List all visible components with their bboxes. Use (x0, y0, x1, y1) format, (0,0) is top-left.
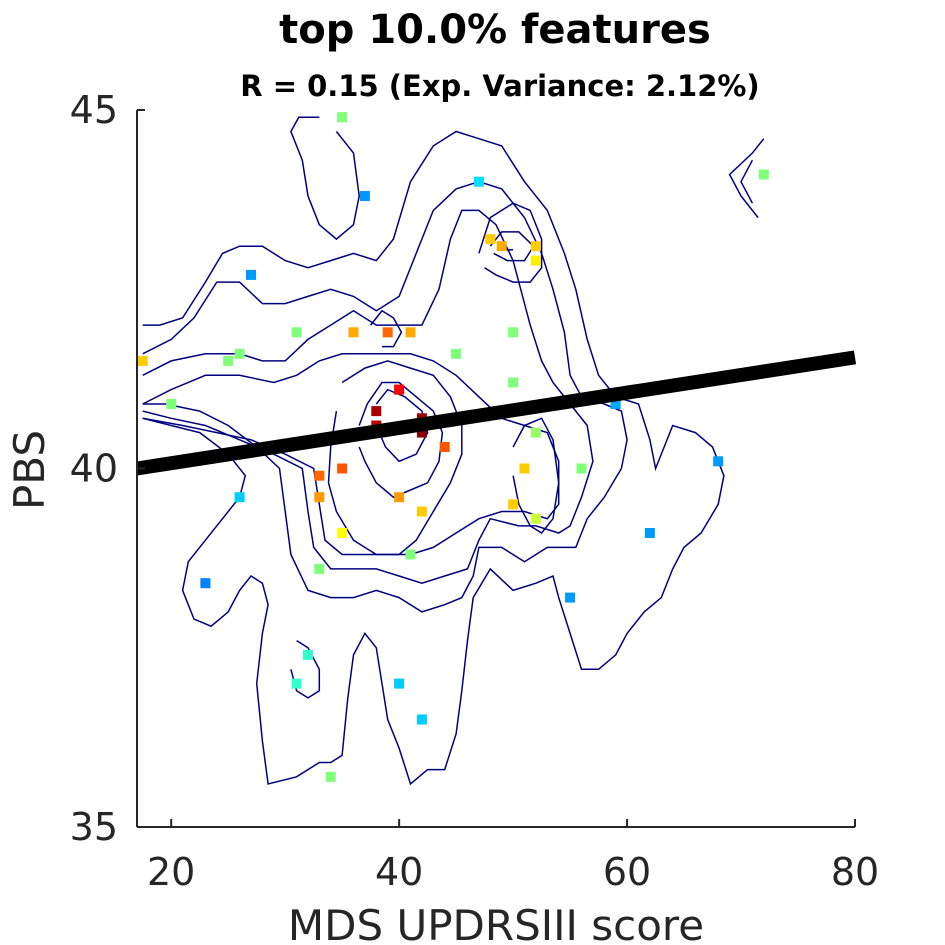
scatter-point (314, 470, 325, 481)
scatter-point (291, 678, 302, 689)
scatter-point (565, 592, 576, 603)
scatter-point (530, 513, 541, 524)
contour-line (478, 202, 543, 283)
scatter-point (713, 456, 724, 467)
scatter-point (382, 327, 393, 338)
scatter-point (405, 549, 416, 560)
scatter-point (303, 649, 313, 660)
scatter-point (508, 499, 519, 510)
contour-line (740, 159, 754, 204)
x-tick-label: 20 (147, 850, 195, 894)
scatter-point (485, 234, 496, 245)
scatter-point (325, 771, 336, 782)
contour-line (370, 309, 403, 348)
scatter-point (416, 714, 427, 725)
scatter-point (394, 492, 405, 503)
scatter-point (348, 327, 359, 338)
fit-line (135, 350, 857, 476)
scatter-point (371, 406, 382, 417)
scatter-point (530, 255, 541, 266)
y-tick-label: 40 (70, 447, 118, 491)
scatter-point (439, 442, 450, 452)
contour-line (728, 138, 765, 219)
scatter-point (508, 377, 519, 388)
scatter-point (246, 269, 256, 280)
y-axis-label: PBS (5, 430, 54, 510)
contour-line (142, 180, 628, 613)
x-tick-label: 60 (603, 850, 651, 894)
scatter-point (166, 399, 177, 409)
contour-line (358, 381, 444, 499)
contour-line (290, 116, 360, 241)
scatter-point (576, 463, 587, 474)
scatter-point (758, 169, 769, 180)
contour-lines (142, 116, 765, 786)
contour-line (142, 209, 594, 584)
scatter-point (234, 492, 245, 503)
x-axis-ticks: 20 40 60 80 (147, 819, 879, 894)
chart-subtitle: R = 0.15 (Exp. Variance: 2.12%) (240, 69, 759, 103)
scatter-point (337, 528, 348, 538)
scatter-point (359, 191, 370, 201)
contour-line (512, 417, 560, 534)
scatter-point (314, 492, 325, 503)
y-tick-label: 45 (70, 88, 118, 132)
scatter-point (451, 348, 462, 359)
x-tick-label: 80 (831, 850, 879, 894)
x-tick-label: 40 (375, 850, 423, 894)
contour-line (375, 388, 429, 463)
fit-line-group (135, 350, 857, 476)
scatter-point (508, 327, 519, 338)
y-tick-label: 35 (70, 805, 118, 849)
contour-line (327, 360, 463, 556)
y-axis-ticks: 35 40 45 (70, 88, 145, 849)
scatter-point (137, 355, 148, 366)
scatter-point (530, 427, 541, 438)
scatter-point (291, 327, 302, 338)
scatter-point (530, 241, 541, 252)
scatter-point (405, 327, 416, 338)
scatter-point (223, 355, 234, 366)
x-axis-label: MDS UPDRSIII score (288, 901, 704, 945)
contour-line (142, 130, 725, 786)
scatter-point (234, 348, 245, 359)
scatter-point (416, 506, 427, 517)
chart-title: top 10.0% features (279, 7, 711, 53)
scatter-point (644, 528, 655, 538)
scatter-point (200, 578, 211, 589)
contour-line (142, 353, 560, 556)
scatter-point (519, 463, 530, 474)
plot-area (135, 112, 857, 786)
scatter-point (337, 463, 348, 474)
scatter-point (610, 399, 621, 409)
scatter-point (416, 427, 427, 438)
scatter-point (496, 241, 507, 252)
scatter-point (314, 563, 325, 574)
scatter-point (473, 176, 484, 187)
contour-line (290, 639, 321, 699)
scatter-point (337, 112, 348, 123)
scatter-point (394, 678, 405, 689)
scatter-point (394, 384, 405, 395)
